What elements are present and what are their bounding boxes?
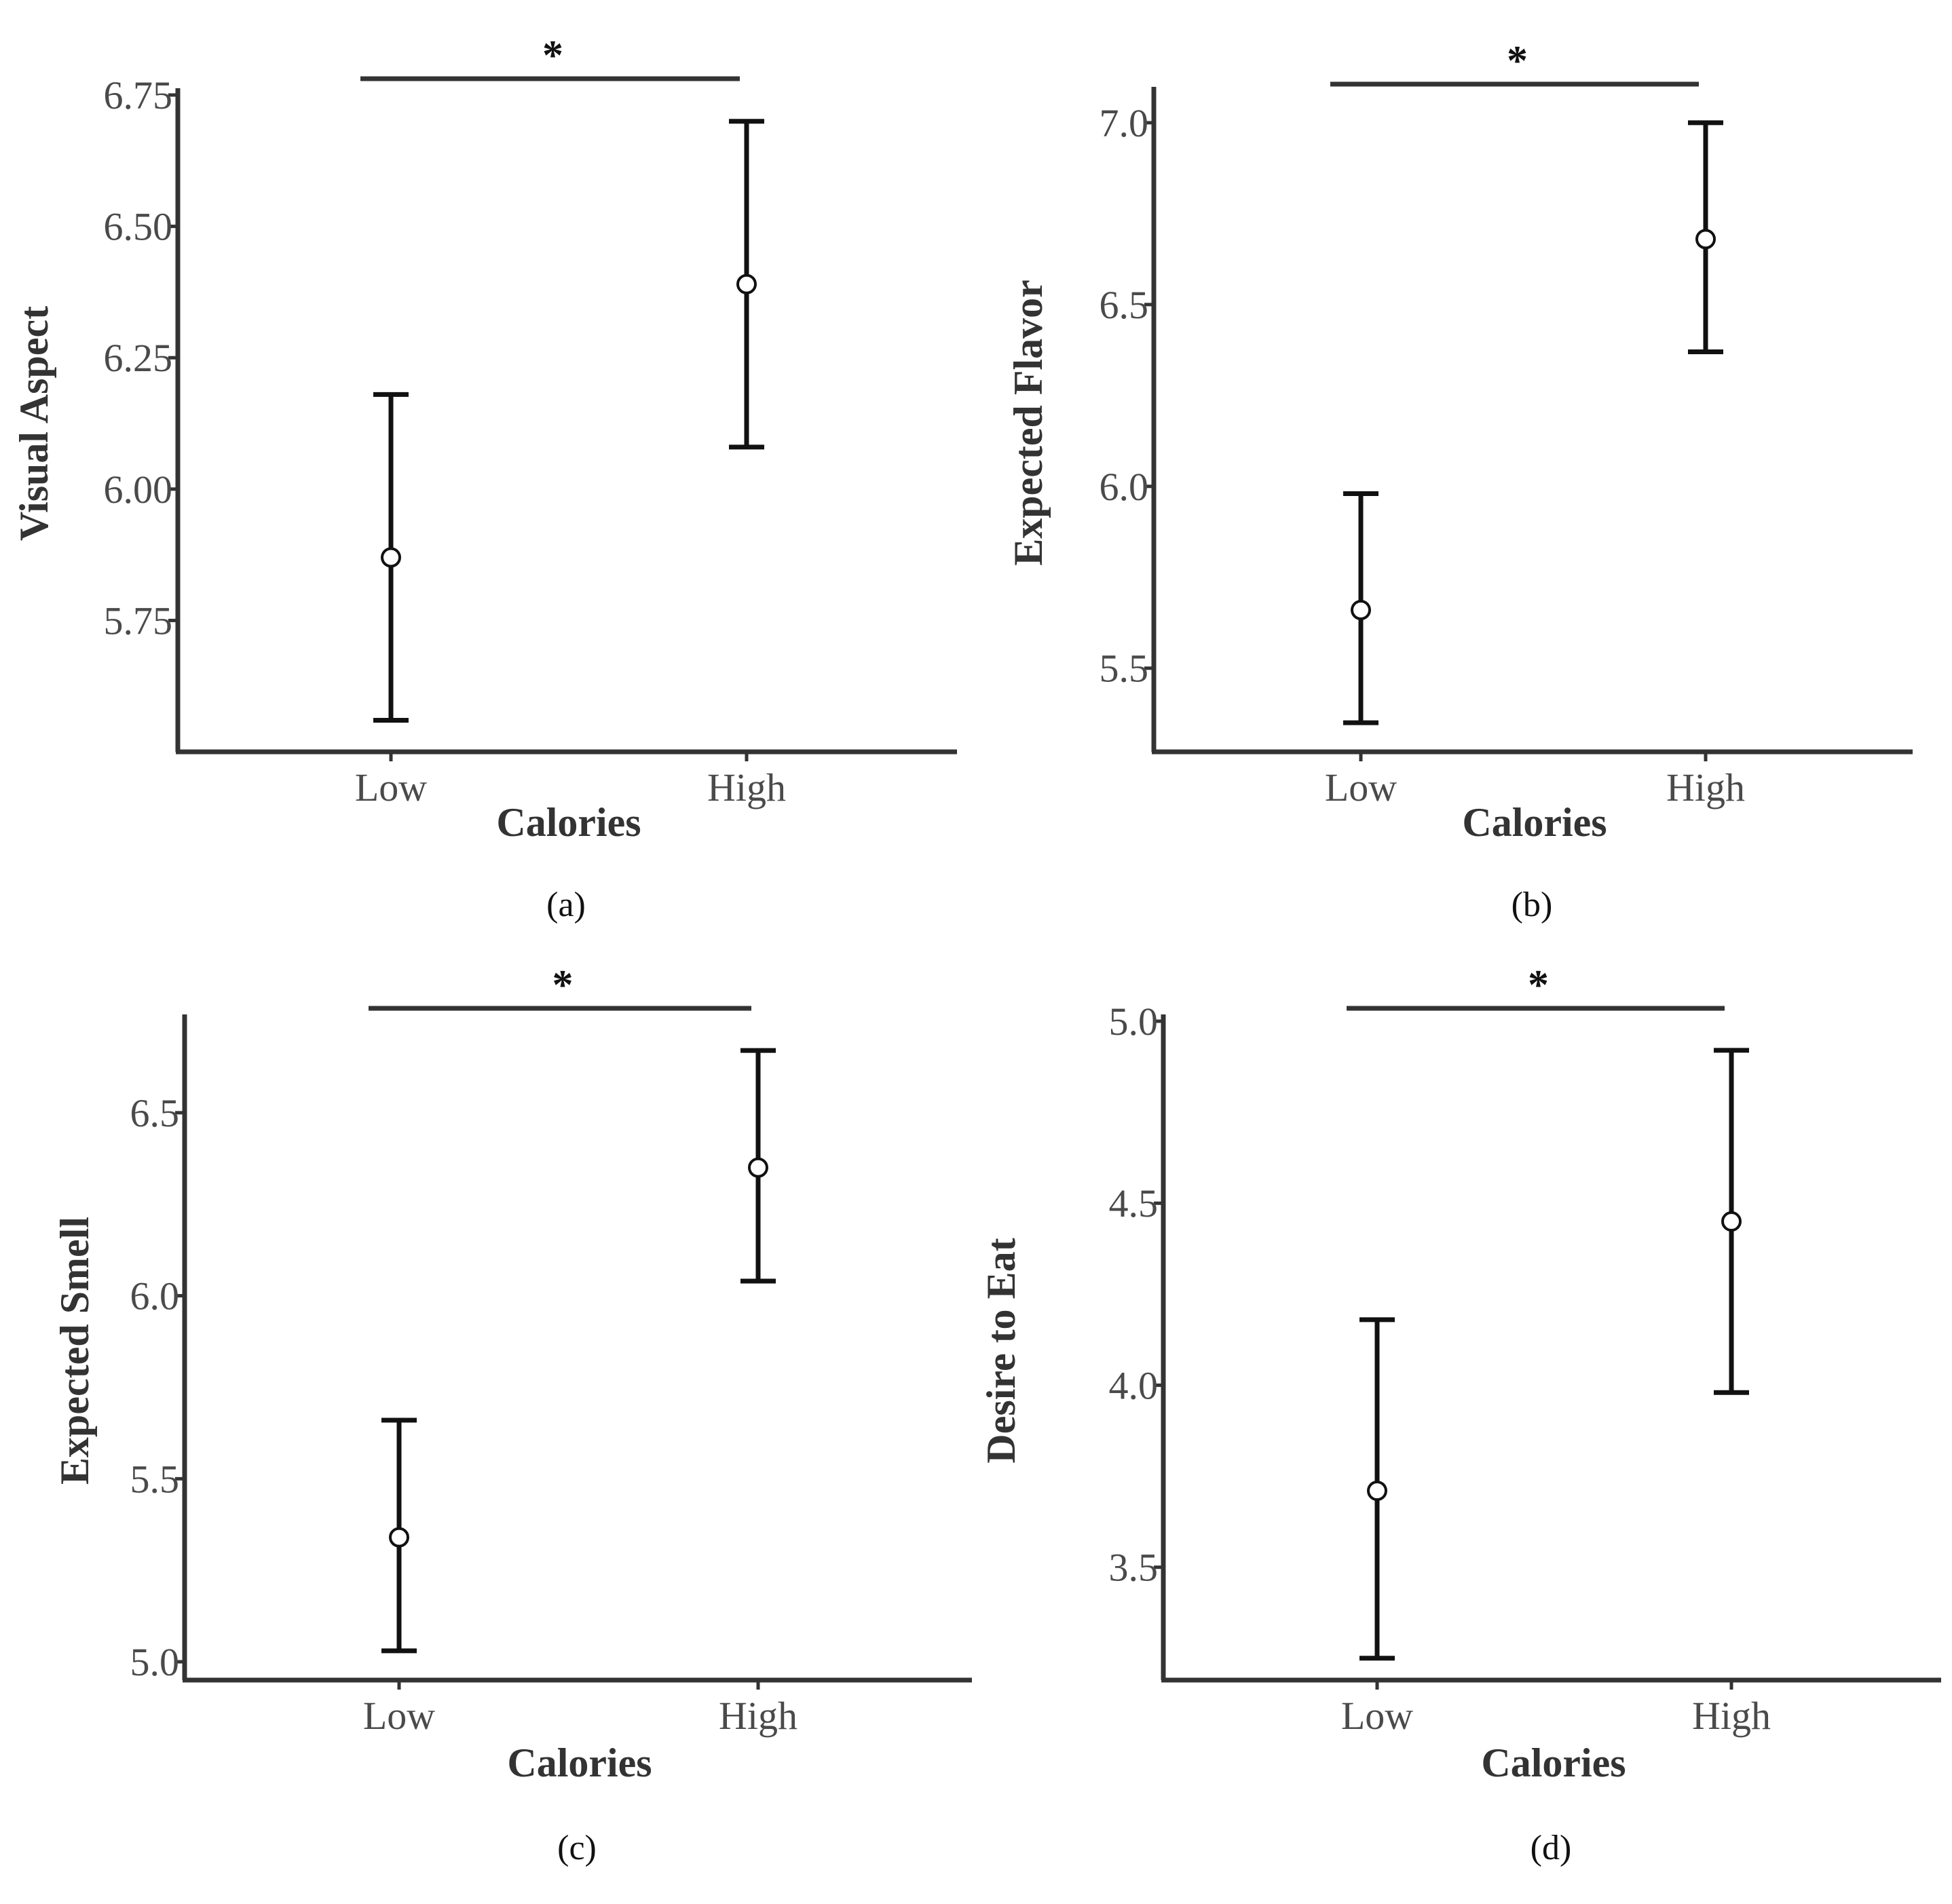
panel-caption: (b) — [1512, 886, 1553, 924]
y-axis-title: Expected Smell — [52, 1217, 97, 1485]
y-tick-label: 5.75 — [104, 598, 173, 643]
y-tick-label: 6.50 — [104, 205, 173, 249]
x-axis-title: Calories — [496, 800, 641, 845]
y-tick-label: 4.5 — [1109, 1181, 1159, 1225]
x-tick-label-low: Low — [1341, 1694, 1413, 1738]
panel-d: 3.5 4.0 4.5 5.0 Low High * Calories Desire to Ea… — [979, 962, 1941, 1867]
y-tick-label: 6.00 — [104, 468, 173, 512]
x-tick-label-low: Low — [355, 765, 427, 810]
errorbar-low — [373, 392, 409, 723]
errorbar-low — [1359, 1317, 1395, 1661]
x-axis-title: Calories — [1481, 1740, 1626, 1785]
errorbar-high — [740, 1048, 776, 1284]
y-tick-label: 5.5 — [1100, 647, 1149, 691]
mean-point-high — [748, 1157, 768, 1178]
errorbar-low — [381, 1417, 417, 1654]
y-tick-label: 5.0 — [130, 1640, 180, 1684]
x-axis-title: Calories — [507, 1740, 652, 1785]
y-tick-label: 6.75 — [104, 73, 173, 117]
x-tick-label-low: Low — [363, 1694, 435, 1738]
y-tick-label: 6.25 — [104, 336, 173, 380]
panel-c: 5.0 5.5 6.0 6.5 Low High * Calories Expected Sme… — [52, 962, 972, 1867]
y-axis-title: Expected Flavor — [1006, 280, 1051, 566]
errorbar-high — [1688, 120, 1723, 354]
y-tick-label: 6.0 — [1100, 465, 1149, 509]
y-tick-label: 5.5 — [130, 1457, 180, 1501]
x-axis-title: Calories — [1462, 800, 1607, 845]
mean-point-high — [1695, 229, 1716, 250]
panel-caption: (d) — [1531, 1829, 1572, 1867]
x-tick-label-low: Low — [1325, 765, 1397, 810]
errorbar-high — [729, 119, 764, 450]
x-tick-label-high: High — [719, 1694, 797, 1738]
y-tick-label: 6.5 — [1100, 283, 1149, 327]
panel-caption: (a) — [546, 886, 586, 924]
significance-star: * — [552, 962, 574, 1008]
y-axis-title: Desire to Eat — [979, 1238, 1024, 1463]
significance-star: * — [542, 33, 563, 79]
y-tick-label: 5.0 — [1109, 999, 1159, 1044]
mean-point-low — [389, 1527, 409, 1548]
panel-caption: (c) — [557, 1829, 597, 1867]
mean-point-low — [381, 547, 401, 568]
y-tick-label: 3.5 — [1109, 1546, 1159, 1590]
mean-point-low — [1367, 1481, 1387, 1502]
mean-point-high — [736, 273, 757, 294]
significance-star: * — [1528, 962, 1549, 1008]
x-tick-label-high: High — [707, 765, 786, 810]
panel-b: 5.5 6.0 6.5 7.0 Low High * Calories Expected Fla… — [1006, 38, 1913, 924]
panel-a: 5.75 6.00 6.25 6.50 6.75 Low High * Calories Visu… — [12, 33, 957, 924]
mean-point-high — [1721, 1211, 1742, 1232]
y-tick-label: 6.0 — [130, 1274, 180, 1318]
y-tick-label: 6.5 — [130, 1091, 180, 1135]
errorbar-low — [1343, 491, 1378, 725]
x-tick-label-high: High — [1692, 1694, 1771, 1738]
y-tick-label: 7.0 — [1100, 101, 1149, 145]
significance-star: * — [1507, 38, 1528, 84]
errorbar-high — [1714, 1048, 1749, 1395]
mean-point-low — [1351, 599, 1371, 620]
y-axis-title: Visual Aspect — [12, 306, 56, 541]
x-tick-label-high: High — [1666, 765, 1745, 810]
y-tick-label: 4.0 — [1109, 1363, 1159, 1407]
